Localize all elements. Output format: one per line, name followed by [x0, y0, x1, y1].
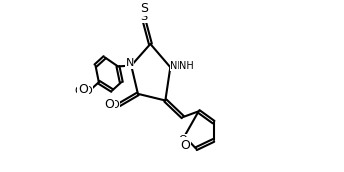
Text: S: S [141, 2, 149, 15]
Text: O: O [179, 135, 187, 145]
Text: O: O [180, 139, 190, 152]
Text: O: O [78, 83, 88, 96]
Text: O: O [75, 85, 83, 95]
Text: S: S [140, 12, 147, 22]
Text: N: N [126, 58, 134, 68]
Text: O: O [110, 100, 119, 110]
Text: NH: NH [170, 61, 185, 71]
Text: O: O [84, 85, 93, 95]
Text: O: O [104, 98, 114, 111]
Text: NH: NH [180, 61, 194, 71]
